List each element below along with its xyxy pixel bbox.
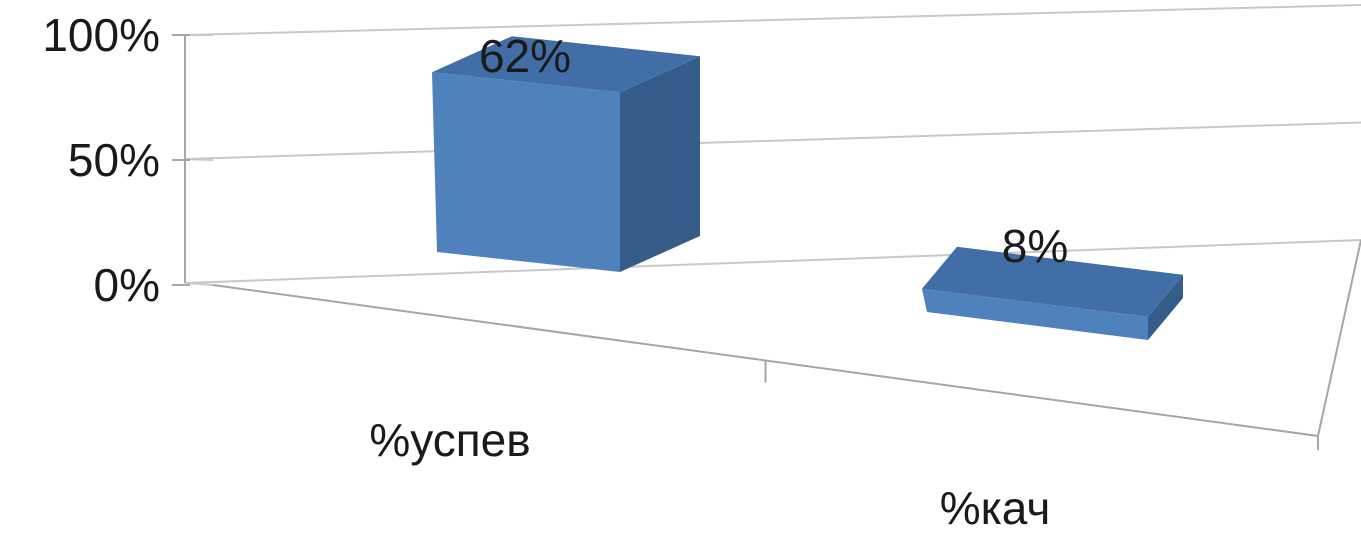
text-layer: 0% 50% 100% 62% 8% %успев %кач	[42, 9, 1068, 534]
data-label-0: 62%	[479, 30, 571, 82]
bar-1	[922, 246, 1183, 340]
grid-layer	[184, 4, 1361, 286]
gridline-0	[184, 239, 1361, 286]
y-tick-label-1: 50%	[68, 134, 160, 186]
bar-side-1	[1148, 274, 1183, 340]
bar-front-0	[432, 72, 620, 272]
bar-side-0	[620, 56, 700, 273]
y-tick-label-0: 0%	[94, 259, 160, 311]
gridline-1	[184, 121, 1361, 161]
data-label-1: 8%	[1002, 220, 1068, 272]
bar-top-1	[922, 246, 1183, 317]
x-category-label-0: %успев	[369, 414, 530, 466]
bar-0	[432, 36, 700, 273]
bar-front-1	[922, 288, 1148, 340]
bars-layer	[432, 36, 1183, 340]
x-category-label-1: %кач	[940, 482, 1051, 534]
gridline-2	[184, 4, 1361, 36]
axis-layer	[172, 34, 1361, 450]
y-tick-label-2: 100%	[42, 9, 160, 61]
bar-top-0	[432, 36, 700, 93]
floor-right-edge	[1317, 239, 1361, 450]
